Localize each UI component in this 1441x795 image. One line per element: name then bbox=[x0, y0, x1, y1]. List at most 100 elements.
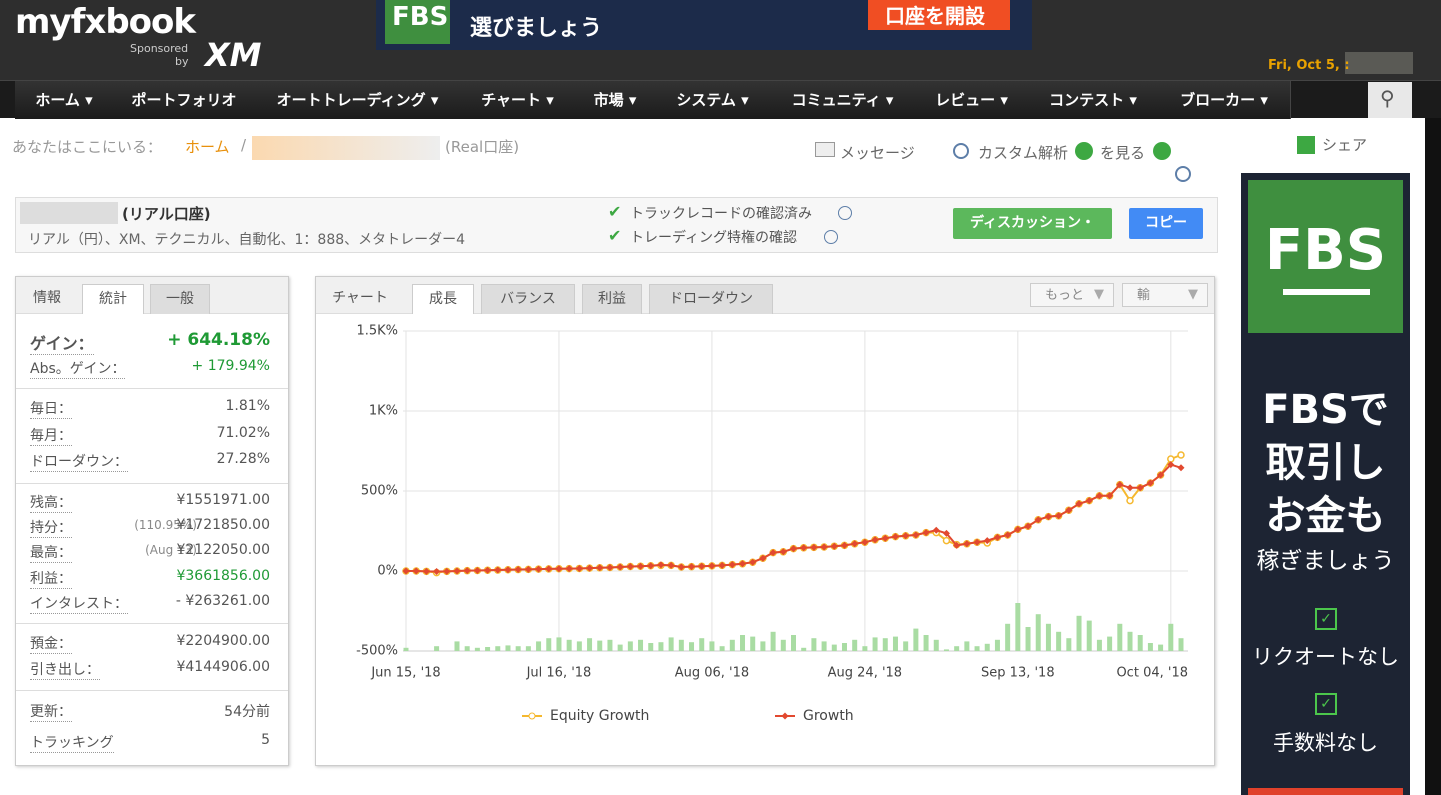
message-icon[interactable] bbox=[815, 142, 835, 157]
select[interactable]: 輸 bbox=[1122, 283, 1208, 307]
bar bbox=[1086, 620, 1092, 651]
stat-label: 預金： bbox=[30, 633, 72, 654]
bar bbox=[780, 639, 786, 651]
point bbox=[851, 540, 859, 548]
select-arrow[interactable]: ▼ bbox=[1188, 287, 1198, 302]
nav-item[interactable]: ブローカー ▾ bbox=[1158, 81, 1291, 119]
stat-value: 54分前 bbox=[224, 704, 270, 720]
separator bbox=[16, 623, 288, 624]
banner-button[interactable]: 口座を開設 bbox=[885, 4, 985, 28]
ad-headline: FBSで bbox=[1262, 387, 1389, 433]
nav-item[interactable]: レビュー ▾ bbox=[915, 81, 1029, 119]
custom[interactable]: カスタム解析 bbox=[978, 144, 1069, 162]
tab[interactable]: チャート bbox=[332, 290, 388, 306]
view[interactable]: を見る bbox=[1100, 144, 1146, 162]
bar bbox=[515, 646, 521, 651]
search-icon[interactable]: ⚲ bbox=[1380, 86, 1395, 110]
stat-label: インタレスト： bbox=[30, 593, 128, 614]
point bbox=[953, 541, 961, 549]
stat-label: ドローダウン： bbox=[30, 451, 128, 472]
plus-icon[interactable] bbox=[1075, 142, 1093, 160]
stat-label: Abs。ゲイン： bbox=[30, 358, 126, 379]
point bbox=[1126, 484, 1134, 492]
message[interactable]: メッセージ bbox=[840, 144, 915, 162]
share-icon[interactable] bbox=[1297, 136, 1315, 154]
plus-icon[interactable] bbox=[1153, 142, 1171, 160]
bar bbox=[1005, 623, 1011, 651]
nav-item[interactable]: オートトレーディング ▾ bbox=[255, 81, 461, 119]
discussion-button[interactable]: ディスカッション・ bbox=[953, 208, 1112, 239]
point bbox=[412, 567, 420, 575]
bar bbox=[923, 635, 929, 651]
nav-item[interactable]: ポートフォリオ bbox=[113, 81, 256, 119]
tab[interactable]: 利益 bbox=[582, 284, 642, 314]
point bbox=[473, 567, 481, 575]
account-desc: リアル（円）、XM、テクニカル、自動化、1：888、メタトレーダー4 bbox=[28, 232, 466, 248]
stat-label: ゲイン： bbox=[30, 330, 94, 355]
bar bbox=[1025, 627, 1031, 651]
bar bbox=[638, 639, 644, 651]
select[interactable]: もっと bbox=[1030, 283, 1114, 307]
point bbox=[942, 529, 950, 537]
breadcrumb-home[interactable]: ホーム bbox=[185, 138, 230, 156]
x-tick-label: Jul 16, '18 bbox=[526, 666, 592, 681]
point bbox=[739, 560, 747, 568]
point bbox=[973, 538, 981, 546]
ad-bottom-bar bbox=[1248, 788, 1403, 795]
check-icon: ✓ bbox=[1315, 608, 1337, 630]
bar bbox=[1076, 615, 1082, 651]
point bbox=[657, 561, 665, 569]
point bbox=[1136, 484, 1144, 492]
search-box[interactable] bbox=[1368, 82, 1412, 118]
point bbox=[453, 567, 461, 575]
copy-button[interactable]: コピー bbox=[1129, 208, 1203, 239]
bar bbox=[811, 638, 817, 651]
tab[interactable]: バランス bbox=[481, 284, 575, 314]
bar bbox=[1045, 623, 1051, 651]
ad-headline: お金も bbox=[1265, 493, 1386, 539]
point bbox=[1106, 492, 1114, 500]
nav-item[interactable]: チャート ▾ bbox=[460, 81, 576, 119]
blur bbox=[252, 136, 440, 160]
help-icon[interactable] bbox=[838, 206, 852, 220]
point bbox=[616, 563, 624, 571]
tab[interactable]: ドローダウン bbox=[649, 284, 773, 314]
tab[interactable]: 一般 bbox=[150, 284, 210, 314]
point bbox=[402, 567, 410, 575]
nav-item[interactable]: コミュニティ ▾ bbox=[770, 81, 916, 119]
y-tick-label: 0% bbox=[377, 564, 398, 579]
point bbox=[677, 563, 685, 571]
point bbox=[688, 563, 696, 571]
point bbox=[698, 562, 706, 570]
separator bbox=[16, 690, 288, 691]
point bbox=[830, 542, 838, 550]
tab[interactable]: 成長 bbox=[412, 284, 474, 314]
point bbox=[881, 534, 889, 542]
nav-item[interactable]: システム ▾ bbox=[655, 81, 771, 119]
series-line bbox=[406, 463, 1182, 573]
help-icon[interactable] bbox=[824, 230, 838, 244]
bar bbox=[770, 631, 776, 651]
tab[interactable]: 情報 bbox=[33, 290, 61, 306]
select-arrow[interactable]: ▼ bbox=[1094, 287, 1104, 302]
info-icon[interactable] bbox=[1175, 166, 1191, 182]
nav-item[interactable]: コンテスト ▾ bbox=[1028, 81, 1159, 119]
share[interactable]: シェア bbox=[1322, 136, 1368, 154]
bar bbox=[1107, 636, 1113, 651]
nav-item[interactable]: 市場 ▾ bbox=[575, 81, 656, 119]
x-tick-label: Aug 24, '18 bbox=[828, 666, 902, 681]
nav-item[interactable]: ホーム ▾ bbox=[15, 81, 114, 119]
bar bbox=[1117, 623, 1123, 651]
point bbox=[820, 543, 828, 551]
x-tick-label: Aug 06, '18 bbox=[675, 666, 749, 681]
bar bbox=[668, 637, 674, 651]
tab[interactable]: 統計 bbox=[82, 284, 144, 314]
stat-label: 更新： bbox=[30, 701, 72, 722]
legend-marker bbox=[781, 712, 789, 720]
custom-icon[interactable] bbox=[953, 143, 969, 159]
stat-value: ¥2204900.00 bbox=[176, 633, 270, 649]
stat-value: ¥2122050.00 bbox=[176, 542, 270, 558]
y-tick-label: 1.5K% bbox=[356, 324, 398, 339]
point bbox=[1177, 464, 1185, 472]
point bbox=[932, 526, 940, 534]
